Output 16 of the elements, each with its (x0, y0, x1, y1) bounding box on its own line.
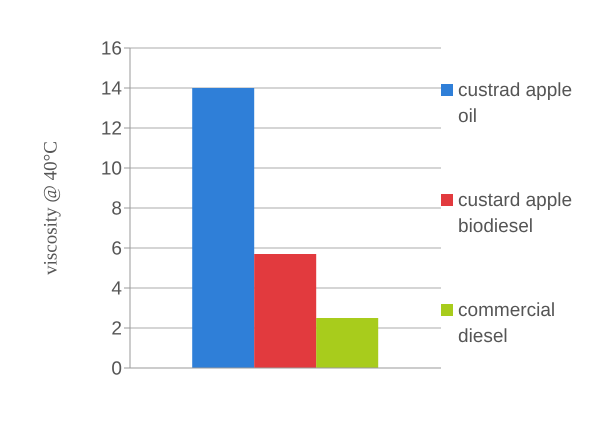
y-tick-label: 10 (100, 158, 122, 180)
bar (254, 254, 316, 368)
legend-label: commercial diesel (458, 299, 556, 349)
y-tick-label: 14 (100, 78, 122, 100)
y-tick-label: 16 (100, 38, 122, 60)
y-tick-label: 6 (111, 238, 122, 260)
y-tick-label: 4 (111, 278, 122, 300)
y-axis-title: viscosity @ 40°C (40, 141, 62, 275)
y-tick-label: 2 (111, 318, 122, 340)
bar (316, 318, 378, 368)
y-tick-label: 0 (111, 358, 122, 380)
legend-label: custard apple biodiesel (458, 189, 574, 239)
legend-label: custrad apple oil (458, 79, 574, 129)
y-tick-label: 12 (100, 118, 122, 140)
y-tick-label: 8 (111, 198, 122, 220)
bar (192, 88, 254, 368)
